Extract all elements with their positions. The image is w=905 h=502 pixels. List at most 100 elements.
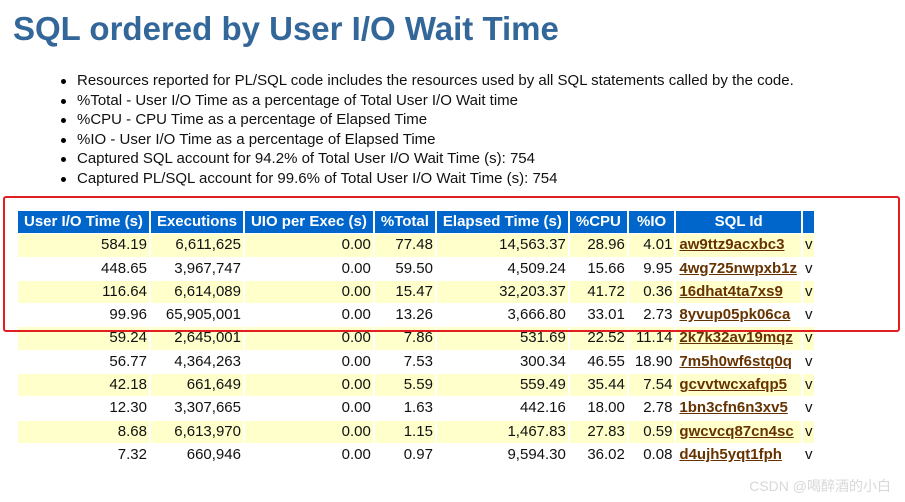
- cell-pct-cpu: 35.44: [569, 374, 627, 397]
- note-item: %IO - User I/O Time as a percentage of E…: [61, 130, 794, 150]
- sql-id-link[interactable]: 4wg725nwpxb1z: [679, 259, 797, 277]
- cell-uio-per-exec: 0.00: [244, 304, 373, 327]
- cell-user-io-time: 7.32: [18, 443, 149, 467]
- cell-user-io-time: 448.65: [18, 257, 149, 280]
- cell-sql-id: 16dhat4ta7xs9: [676, 280, 801, 304]
- cell-pct-total: 59.50: [374, 257, 435, 280]
- table-row: 99.96 65,905,001 0.00 13.26 3,666.80 33.01 2.7…: [18, 304, 815, 327]
- note-item: Captured PL/SQL account for 99.6% of Tot…: [61, 169, 794, 189]
- sql-id-link[interactable]: gwcvcq87cn4sc: [679, 422, 794, 440]
- cell-truncated: v: [802, 257, 815, 280]
- cell-pct-total: 13.26: [374, 304, 435, 327]
- cell-pct-io: 0.36: [628, 280, 675, 304]
- col-header-user-io-time[interactable]: User I/O Time (s): [18, 211, 149, 234]
- cell-executions: 6,613,970: [150, 420, 243, 443]
- cell-elapsed-time: 442.16: [436, 397, 568, 420]
- cell-pct-total: 7.53: [374, 350, 435, 374]
- cell-sql-id: gcvvtwcxafqp5: [676, 374, 801, 397]
- notes-list: Resources reported for PL/SQL code inclu…: [0, 71, 794, 188]
- table-row: 8.68 6,613,970 0.00 1.15 1,467.83 27.83 0.59 gw…: [18, 420, 815, 443]
- cell-pct-total: 5.59: [374, 374, 435, 397]
- col-header-elapsed-time[interactable]: Elapsed Time (s): [436, 211, 568, 234]
- col-header-executions[interactable]: Executions: [150, 211, 243, 234]
- cell-truncated: v: [802, 420, 815, 443]
- cell-pct-cpu: 41.72: [569, 280, 627, 304]
- cell-truncated: v: [802, 350, 815, 374]
- table-row: 584.19 6,611,625 0.00 77.48 14,563.37 28.96 4.…: [18, 234, 815, 257]
- cell-pct-total: 1.15: [374, 420, 435, 443]
- cell-pct-total: 7.86: [374, 327, 435, 350]
- cell-user-io-time: 59.24: [18, 327, 149, 350]
- col-header-pct-cpu[interactable]: %CPU: [569, 211, 627, 234]
- cell-pct-total: 0.97: [374, 443, 435, 467]
- cell-executions: 661,649: [150, 374, 243, 397]
- table-row: 12.30 3,307,665 0.00 1.63 442.16 18.00 2.78 1bn…: [18, 397, 815, 420]
- cell-pct-cpu: 18.00: [569, 397, 627, 420]
- sql-id-link[interactable]: d4ujh5yqt1fph: [679, 445, 782, 463]
- cell-uio-per-exec: 0.00: [244, 234, 373, 257]
- sql-id-link[interactable]: 1bn3cfn6n3xv5: [679, 399, 788, 417]
- sql-id-link[interactable]: 2k7k32av19mqz: [679, 329, 793, 347]
- cell-executions: 3,967,747: [150, 257, 243, 280]
- col-header-truncated: [802, 211, 815, 234]
- cell-sql-id: d4ujh5yqt1fph: [676, 443, 801, 467]
- cell-user-io-time: 12.30: [18, 397, 149, 420]
- cell-elapsed-time: 531.69: [436, 327, 568, 350]
- cell-pct-total: 1.63: [374, 397, 435, 420]
- sql-id-link[interactable]: 8yvup05pk06ca: [679, 306, 791, 324]
- cell-pct-cpu: 28.96: [569, 234, 627, 257]
- col-header-pct-total[interactable]: %Total: [374, 211, 435, 234]
- cell-user-io-time: 116.64: [18, 280, 149, 304]
- cell-sql-id: 8yvup05pk06ca: [676, 304, 801, 327]
- table-row: 59.24 2,645,001 0.00 7.86 531.69 22.52 11.14 2k…: [18, 327, 815, 350]
- table-row: 7.32 660,946 0.00 0.97 9,594.30 36.02 0.08 d4uj…: [18, 443, 815, 467]
- sql-id-link[interactable]: 16dhat4ta7xs9: [679, 282, 783, 300]
- sql-id-link[interactable]: 7m5h0wf6stq0q: [679, 352, 792, 370]
- cell-pct-cpu: 46.55: [569, 350, 627, 374]
- cell-truncated: v: [802, 327, 815, 350]
- cell-truncated: v: [802, 374, 815, 397]
- sql-io-table: User I/O Time (s) Executions UIO per Exe…: [16, 210, 816, 467]
- cell-uio-per-exec: 0.00: [244, 350, 373, 374]
- cell-pct-cpu: 33.01: [569, 304, 627, 327]
- cell-executions: 660,946: [150, 443, 243, 467]
- cell-pct-io: 4.01: [628, 234, 675, 257]
- cell-truncated: v: [802, 234, 815, 257]
- cell-uio-per-exec: 0.00: [244, 374, 373, 397]
- watermark: CSDN @喝醉酒的小白: [749, 478, 891, 494]
- table-row: 448.65 3,967,747 0.00 59.50 4,509.24 15.66 9.9…: [18, 257, 815, 280]
- table-row: 116.64 6,614,089 0.00 15.47 32,203.37 41.72 0.…: [18, 280, 815, 304]
- cell-pct-io: 2.73: [628, 304, 675, 327]
- table-body: 584.19 6,611,625 0.00 77.48 14,563.37 28.96 4.…: [18, 234, 815, 467]
- cell-sql-id: gwcvcq87cn4sc: [676, 420, 801, 443]
- cell-user-io-time: 99.96: [18, 304, 149, 327]
- table-row: 56.77 4,364,263 0.00 7.53 300.34 46.55 18.90 7m…: [18, 350, 815, 374]
- col-header-pct-io[interactable]: %IO: [628, 211, 675, 234]
- cell-elapsed-time: 9,594.30: [436, 443, 568, 467]
- cell-sql-id: 1bn3cfn6n3xv5: [676, 397, 801, 420]
- col-header-uio-per-exec[interactable]: UIO per Exec (s): [244, 211, 373, 234]
- cell-elapsed-time: 559.49: [436, 374, 568, 397]
- col-header-sql-id[interactable]: SQL Id: [676, 211, 801, 234]
- cell-pct-io: 18.90: [628, 350, 675, 374]
- cell-user-io-time: 42.18: [18, 374, 149, 397]
- sql-id-link[interactable]: gcvvtwcxafqp5: [679, 376, 787, 394]
- cell-pct-cpu: 27.83: [569, 420, 627, 443]
- note-item: Resources reported for PL/SQL code inclu…: [61, 72, 794, 89]
- cell-executions: 65,905,001: [150, 304, 243, 327]
- cell-executions: 6,614,089: [150, 280, 243, 304]
- sql-id-link[interactable]: aw9ttz9acxbc3: [679, 236, 785, 254]
- cell-truncated: v: [802, 397, 815, 420]
- cell-pct-io: 2.78: [628, 397, 675, 420]
- cell-truncated: v: [802, 443, 815, 467]
- cell-executions: 6,611,625: [150, 234, 243, 257]
- cell-pct-total: 77.48: [374, 234, 435, 257]
- cell-elapsed-time: 300.34: [436, 350, 568, 374]
- cell-sql-id: 4wg725nwpxb1z: [676, 257, 801, 280]
- cell-truncated: v: [802, 280, 815, 304]
- cell-sql-id: 2k7k32av19mqz: [676, 327, 801, 350]
- cell-user-io-time: 56.77: [18, 350, 149, 374]
- cell-sql-id: 7m5h0wf6stq0q: [676, 350, 801, 374]
- cell-uio-per-exec: 0.00: [244, 257, 373, 280]
- note-item: %CPU - CPU Time as a percentage of Elaps…: [61, 110, 794, 130]
